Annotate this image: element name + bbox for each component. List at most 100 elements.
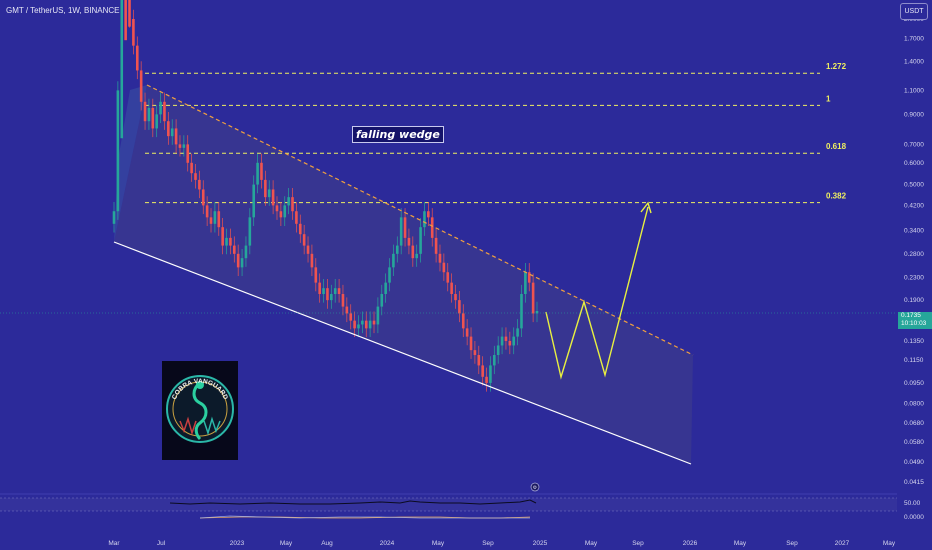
candle-body xyxy=(267,189,271,198)
time-tick-label: Mar xyxy=(108,540,120,547)
time-tick-label: May xyxy=(280,540,293,547)
candle-body xyxy=(322,288,325,295)
candle-body xyxy=(240,258,244,268)
candle-body xyxy=(361,320,364,325)
candle-body xyxy=(434,237,438,254)
time-tick-label: Sep xyxy=(482,540,494,547)
price-tick-label: 0.1150 xyxy=(904,357,924,364)
time-tick-label: Sep xyxy=(632,540,644,547)
current-price: 0.1735 xyxy=(901,312,921,319)
candle-body xyxy=(198,179,201,190)
candle-body xyxy=(403,217,407,238)
candle-body xyxy=(159,101,162,115)
candle-body xyxy=(419,227,422,254)
candle-body xyxy=(264,179,267,198)
candle-body xyxy=(128,0,131,27)
price-tick-label: 0.5000 xyxy=(904,182,924,189)
candle-body xyxy=(326,288,329,301)
candle-body xyxy=(163,101,166,122)
candle-body xyxy=(174,128,178,145)
currency-button[interactable]: USDT xyxy=(900,3,928,20)
bar-countdown: 10:10:03 xyxy=(901,320,927,327)
candle-body xyxy=(333,288,337,295)
candle-body xyxy=(341,294,345,307)
candle-body xyxy=(446,272,450,283)
candle-body xyxy=(182,144,186,148)
wedge-lower-line xyxy=(113,241,692,465)
candle-body xyxy=(209,217,213,224)
candle-body xyxy=(252,184,256,218)
candle-body xyxy=(423,211,426,228)
candle-body xyxy=(147,107,151,122)
wedge-upper-line xyxy=(146,84,694,356)
candle-body xyxy=(527,272,531,283)
candle-body xyxy=(151,107,155,129)
candle-body xyxy=(438,253,442,263)
candle-body xyxy=(372,320,376,325)
candle-body xyxy=(380,294,384,307)
candle-body xyxy=(143,101,147,122)
fib-level-label: 0.382 xyxy=(826,192,847,201)
candle-body xyxy=(481,365,484,377)
candle-body xyxy=(407,237,411,246)
price-tick-label: 0.7000 xyxy=(904,141,924,148)
time-tick-label: May xyxy=(883,540,896,547)
rally-shade xyxy=(114,85,147,242)
candle-body xyxy=(535,310,539,314)
candle-body xyxy=(376,306,380,325)
signal-line xyxy=(199,515,530,519)
candle-body xyxy=(302,234,306,246)
price-tick-label: 0.6000 xyxy=(904,160,924,167)
candle-body xyxy=(233,245,236,254)
price-tick-label: 1.4000 xyxy=(904,59,924,66)
candle-body xyxy=(283,205,287,218)
candle-body xyxy=(318,282,321,295)
time-tick-label: 2026 xyxy=(683,540,698,547)
price-tick-label: 0.3400 xyxy=(904,228,924,235)
candle-body xyxy=(489,365,492,383)
candle-body xyxy=(473,350,477,356)
candle-body xyxy=(415,253,418,259)
time-tick-label: May xyxy=(432,540,445,547)
candle-body xyxy=(124,0,127,41)
time-tick-label: May xyxy=(734,540,747,547)
candle-body xyxy=(244,245,248,259)
time-tick-label: 2024 xyxy=(380,540,395,547)
projection-arrowhead xyxy=(640,201,652,214)
candle-body xyxy=(217,211,221,228)
candle-body xyxy=(524,272,527,295)
candle-body xyxy=(450,282,453,295)
candle-body xyxy=(135,45,139,71)
candle-body xyxy=(306,245,310,254)
candle-body xyxy=(349,313,353,321)
candle-body xyxy=(427,211,430,218)
price-tick-label: 0.4200 xyxy=(904,202,924,209)
candle-body xyxy=(260,162,263,180)
candle-body xyxy=(295,211,298,224)
candle-body xyxy=(388,267,391,283)
candle-body xyxy=(132,19,135,46)
price-tick-label: 1.7000 xyxy=(904,35,924,42)
candle-body xyxy=(485,376,488,383)
candle-body xyxy=(493,355,496,366)
candle-body xyxy=(170,128,174,137)
price-tick-label: 0.0415 xyxy=(904,479,924,486)
cobra-vanguard-logo: COBRA VANGUARD xyxy=(162,361,238,460)
candle-body xyxy=(248,217,252,246)
candle-body xyxy=(465,328,469,337)
candle-body xyxy=(353,320,356,329)
candle-body xyxy=(508,340,512,346)
candle-body xyxy=(469,336,473,351)
symbol-label: GMT / TetherUS, 1W, BINANCE xyxy=(6,6,120,15)
candle-body xyxy=(298,223,302,235)
candle-body xyxy=(512,336,516,346)
candle-body xyxy=(337,288,341,295)
price-tick-label: 0.2300 xyxy=(904,274,924,281)
candle-body xyxy=(392,253,395,268)
candle-body xyxy=(516,328,519,337)
indicator-settings-icon[interactable] xyxy=(530,482,540,492)
time-tick-label: Jul xyxy=(157,540,166,547)
time-tick-label: Aug xyxy=(321,540,333,547)
candle-body xyxy=(186,144,190,163)
